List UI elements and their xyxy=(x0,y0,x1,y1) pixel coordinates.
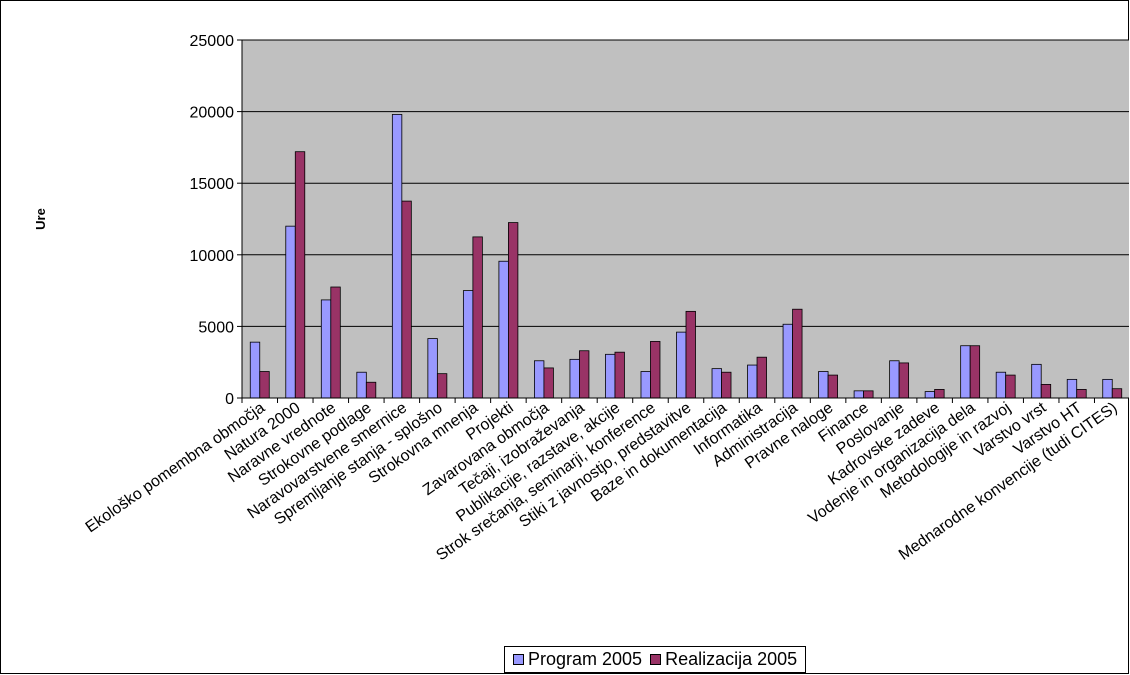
bar-program-2005 xyxy=(569,358,580,399)
bar-program-2005 xyxy=(889,360,900,399)
bar-realizacija-2005 xyxy=(969,345,981,399)
legend-label-program: Program 2005 xyxy=(528,649,643,669)
bar-program-2005 xyxy=(853,390,864,399)
bar-realizacija-2005 xyxy=(507,222,519,399)
y-tick-label: 0 xyxy=(225,391,234,408)
y-tick-label: 15000 xyxy=(190,176,235,193)
bar-program-2005 xyxy=(320,299,332,399)
y-tick-label: 10000 xyxy=(190,248,235,265)
bar-program-2005 xyxy=(391,114,403,399)
bar-realizacija-2005 xyxy=(650,341,661,399)
y-tick-label: 20000 xyxy=(190,105,235,122)
bar-realizacija-2005 xyxy=(365,381,377,399)
legend-swatch-program xyxy=(513,654,524,665)
bar-realizacija-2005 xyxy=(259,371,270,399)
bar-realizacija-2005 xyxy=(898,362,910,399)
bar-realizacija-2005 xyxy=(543,367,554,399)
gridlines xyxy=(242,39,1129,327)
bar-realizacija-2005 xyxy=(685,310,696,399)
bar-program-2005 xyxy=(676,331,687,399)
bar-program-2005 xyxy=(995,371,1007,399)
y-axis-label: Ure xyxy=(33,208,48,230)
bar-program-2005 xyxy=(747,364,758,399)
bar-realizacija-2005 xyxy=(792,308,803,399)
bar-program-2005 xyxy=(356,371,367,399)
bar-program-2005 xyxy=(462,290,474,399)
bar-realizacija-2005 xyxy=(472,236,483,399)
bar-realizacija-2005 xyxy=(827,374,838,399)
bar-realizacija-2005 xyxy=(1111,388,1123,399)
bar-program-2005 xyxy=(818,371,829,399)
y-tick-labels: 0 5000 10000 15000 20000 25000 xyxy=(190,33,242,408)
bar-program-2005 xyxy=(534,360,545,399)
bar-program-2005 xyxy=(1031,363,1042,399)
bar-program-2005 xyxy=(1066,378,1078,399)
bar-program-2005 xyxy=(605,353,616,399)
bar-realizacija-2005 xyxy=(863,390,874,399)
legend-label-realizacija: Realizacija 2005 xyxy=(665,649,798,669)
bar-realizacija-2005 xyxy=(721,371,732,399)
bar-program-2005 xyxy=(960,345,971,399)
legend-entry-realizacija: Realizacija 2005 xyxy=(650,649,797,670)
bar-realizacija-2005 xyxy=(579,350,590,399)
bar-program-2005 xyxy=(285,225,296,399)
bar-program-2005 xyxy=(711,368,722,399)
bar-realizacija-2005 xyxy=(294,151,306,399)
bar-realizacija-2005 xyxy=(401,200,412,399)
bar-realizacija-2005 xyxy=(436,373,448,399)
bar-program-2005 xyxy=(924,391,936,399)
legend: Program 2005 Realizacija 2005 xyxy=(504,646,807,673)
bar-realizacija-2005 xyxy=(330,286,341,399)
bar-realizacija-2005 xyxy=(756,356,767,399)
bar-realizacija-2005 xyxy=(934,389,945,399)
bar-program-2005 xyxy=(640,371,651,399)
bar-realizacija-2005 xyxy=(1040,383,1052,399)
y-tick-label: 5000 xyxy=(198,319,234,336)
bar-program-2005 xyxy=(498,260,509,399)
bar-realizacija-2005 xyxy=(614,351,625,399)
bar-program-2005 xyxy=(427,338,438,399)
bar-realizacija-2005 xyxy=(1005,374,1016,399)
bar-program-2005 xyxy=(1102,378,1113,399)
legend-swatch-realizacija xyxy=(650,654,662,665)
bar-realizacija-2005 xyxy=(1076,389,1087,399)
legend-entry-program: Program 2005 xyxy=(513,649,642,670)
bar-program-2005 xyxy=(782,323,793,399)
y-tick-label: 25000 xyxy=(190,33,235,50)
bar-program-2005 xyxy=(249,341,261,399)
